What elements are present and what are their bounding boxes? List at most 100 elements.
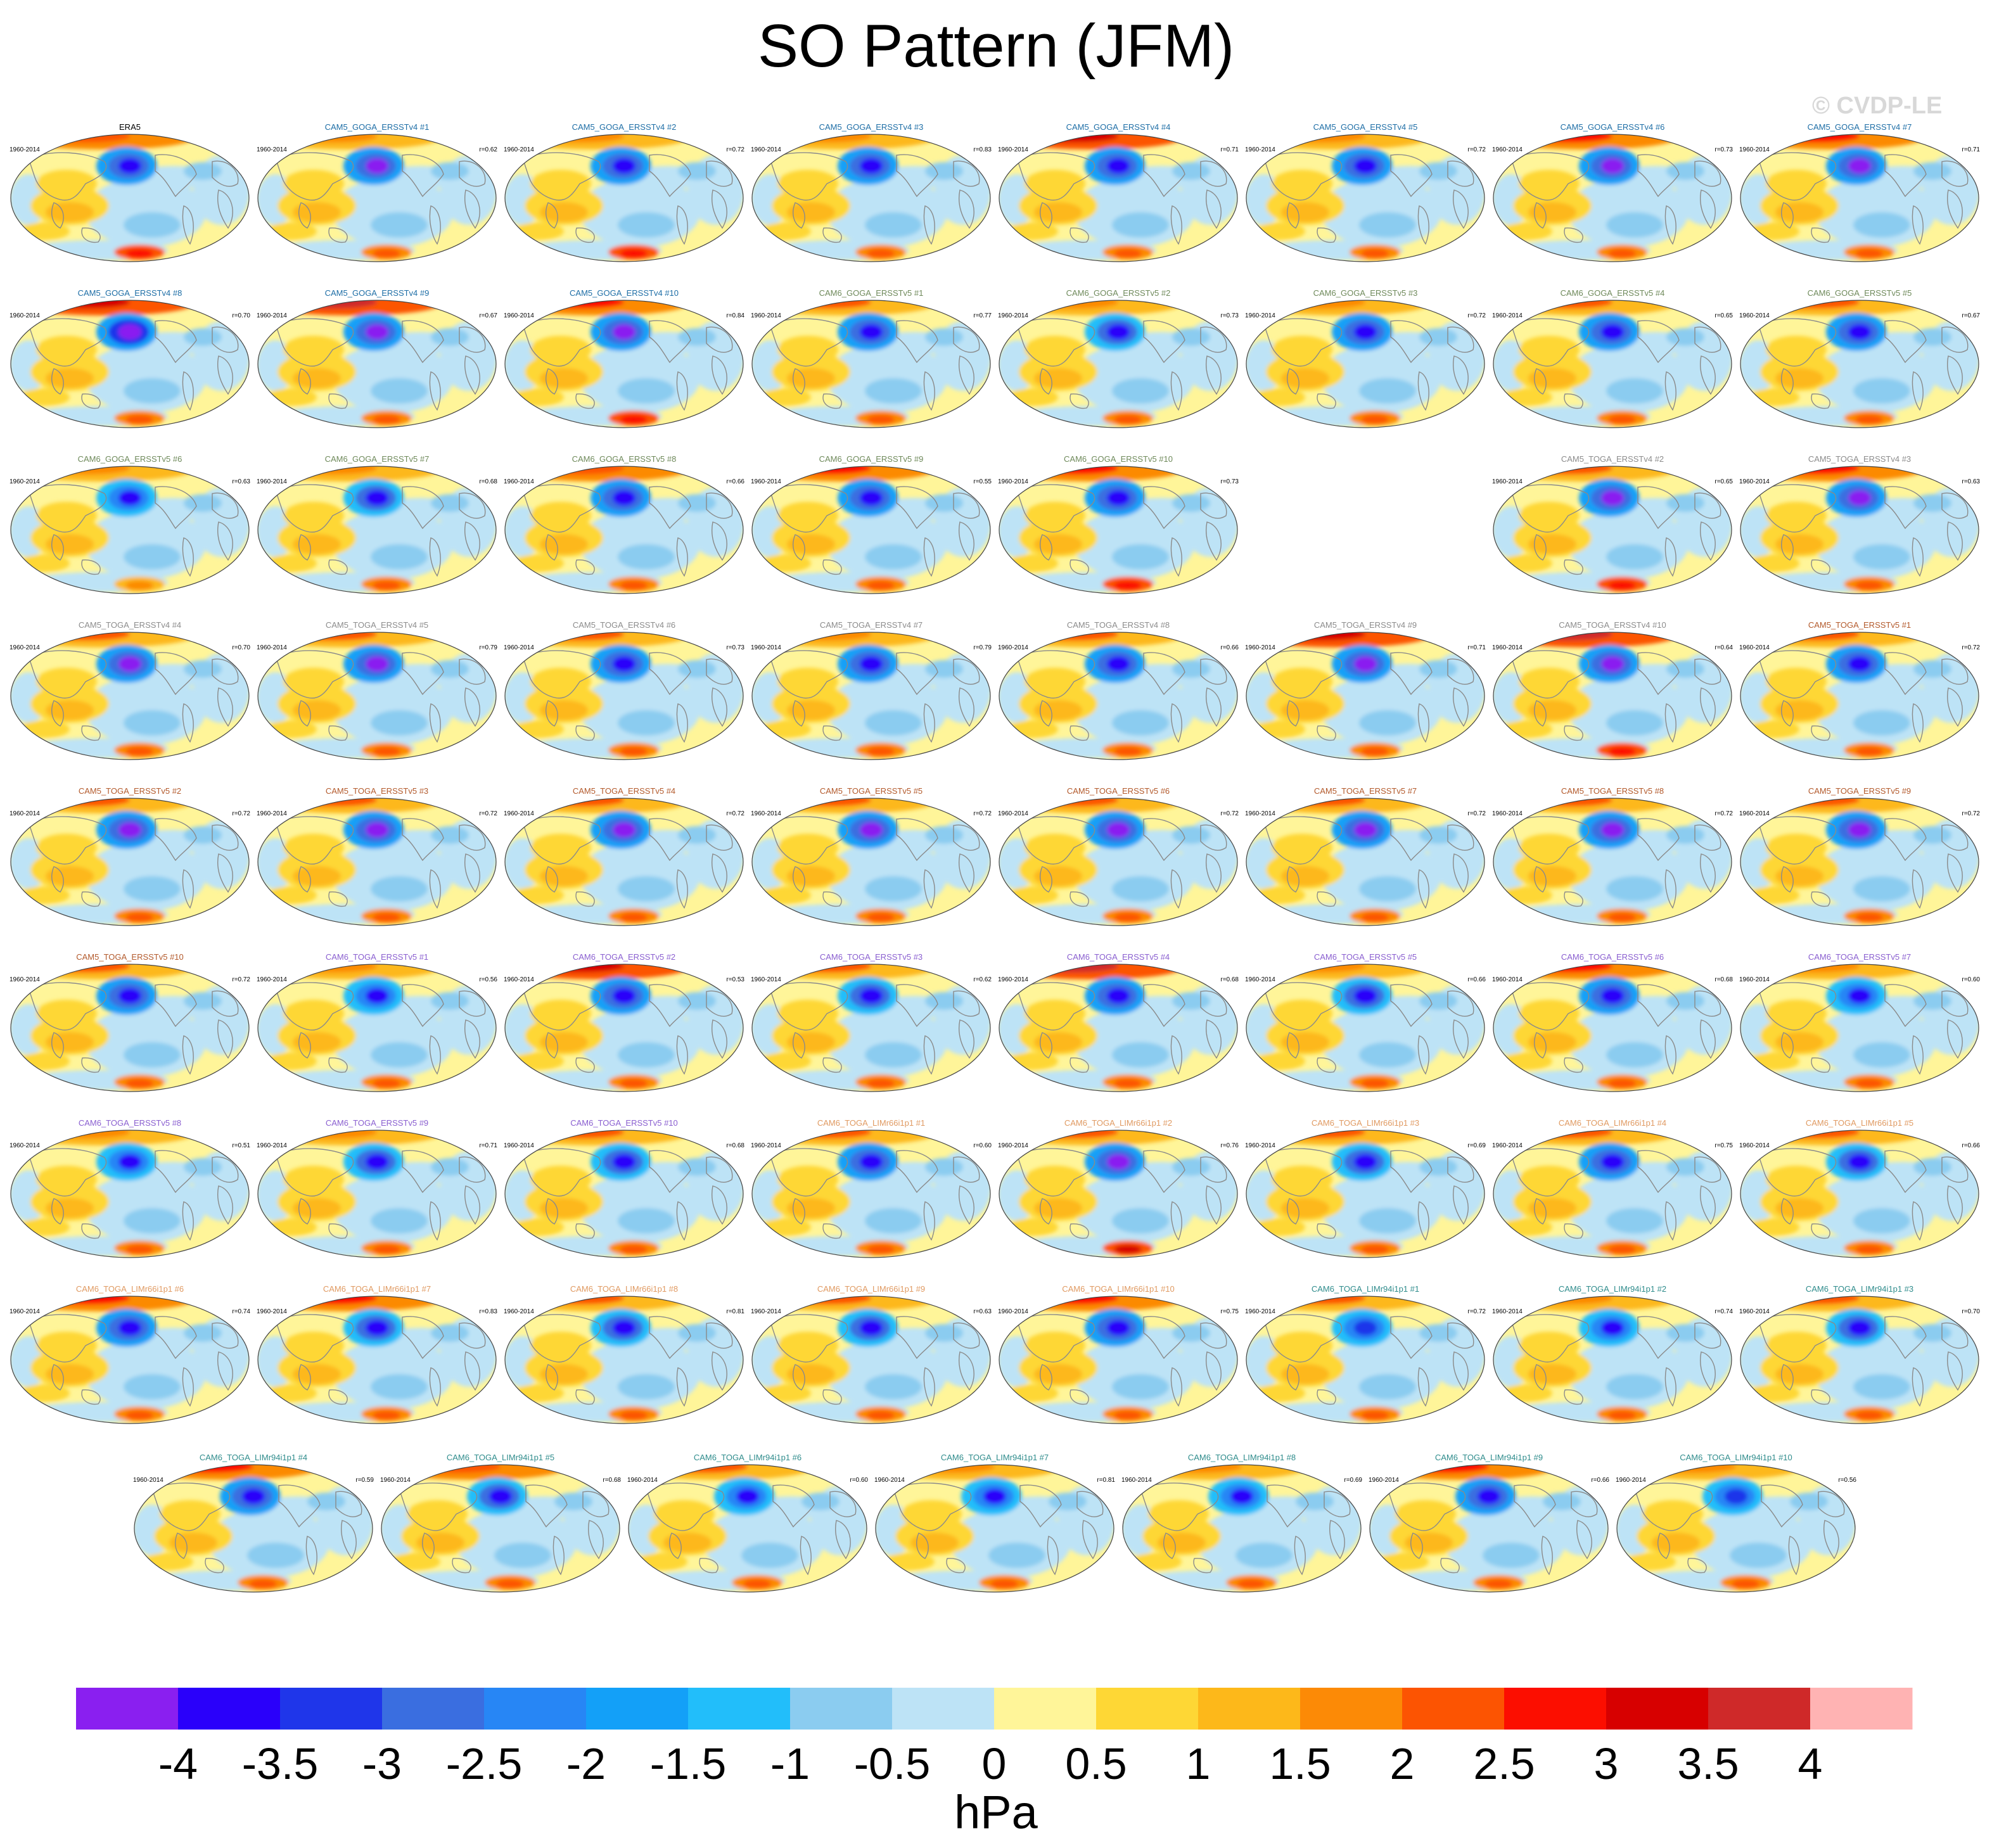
panel-title: CAM6_GOGA_ERSSTv5 #4 (1561, 288, 1665, 298)
panel-title: CAM6_TOGA_ERSSTv5 #3 (820, 952, 923, 962)
map-panel: CAM6_GOGA_ERSSTv5 #1 1960-2014 r=0.77 (751, 288, 992, 428)
colorbar-tick-label: 2.5 (1473, 1739, 1535, 1788)
map-panel: CAM5_TOGA_ERSSTv4 #4 1960-2014 r=0.70 (10, 620, 250, 760)
panel-period: 1960-2014 (1492, 1308, 1523, 1315)
colorbar-tick-label: -1 (770, 1739, 810, 1788)
panel-period: 1960-2014 (751, 644, 781, 651)
map-panel: CAM5_TOGA_ERSSTv4 #8 1960-2014 r=0.66 (998, 620, 1239, 760)
panel-title: CAM6_TOGA_ERSSTv5 #7 (1808, 952, 1911, 962)
panel-period: 1960-2014 (10, 644, 40, 651)
panel-title: CAM6_TOGA_LIMr94i1p1 #9 (1435, 1453, 1543, 1462)
panel-period: 1960-2014 (751, 146, 781, 153)
panel-correlation: r=0.72 (1467, 810, 1486, 817)
colorbar-swatch (280, 1688, 383, 1730)
panel-period: 1960-2014 (504, 1308, 534, 1315)
panel-correlation: r=0.62 (479, 146, 497, 153)
colorbar-swatch (586, 1688, 689, 1730)
panel-correlation: r=0.68 (1220, 976, 1239, 983)
panel-title: CAM6_TOGA_LIMr94i1p1 #6 (694, 1453, 801, 1462)
panel-title: CAM6_TOGA_LIMr66i1p1 #4 (1559, 1118, 1666, 1128)
map-panel: CAM5_TOGA_ERSSTv5 #1 1960-2014 r=0.72 (1739, 620, 1980, 760)
map-panel: CAM5_TOGA_ERSSTv5 #6 1960-2014 r=0.72 (998, 786, 1239, 926)
map-panel: CAM6_TOGA_ERSSTv5 #1 1960-2014 r=0.56 (257, 952, 497, 1092)
panel-period: 1960-2014 (751, 478, 781, 485)
panel-correlation: r=0.71 (1467, 644, 1486, 651)
panel-title: CAM6_TOGA_LIMr94i1p1 #5 (447, 1453, 554, 1462)
panel-period: 1960-2014 (10, 976, 40, 983)
panel-correlation: r=0.66 (1220, 644, 1239, 651)
panel-period: 1960-2014 (1739, 976, 1770, 983)
panel-title: CAM6_TOGA_ERSSTv5 #9 (326, 1118, 428, 1128)
map-panel: CAM6_TOGA_ERSSTv5 #3 1960-2014 r=0.62 (751, 952, 992, 1092)
map-panel: CAM6_GOGA_ERSSTv5 #9 1960-2014 r=0.55 (751, 454, 992, 594)
panel-title: CAM6_GOGA_ERSSTv5 #9 (819, 454, 924, 464)
panel-title: CAM6_TOGA_LIMr66i1p1 #8 (570, 1284, 678, 1294)
panel-title: CAM6_TOGA_LIMr94i1p1 #1 (1312, 1284, 1419, 1294)
panel-correlation: r=0.53 (726, 976, 744, 983)
panel-correlation: r=0.71 (1962, 146, 1980, 153)
panel-correlation: r=0.72 (1467, 312, 1486, 319)
map-panel: CAM6_TOGA_LIMr66i1p1 #6 1960-2014 r=0.74 (10, 1284, 250, 1424)
panel-correlation: r=0.68 (479, 478, 497, 485)
panel-title: CAM5_GOGA_ERSSTv4 #9 (325, 288, 430, 298)
panel-period: 1960-2014 (998, 644, 1028, 651)
panel-title: CAM5_TOGA_ERSSTv5 #10 (76, 952, 184, 962)
panel-title: CAM5_TOGA_ERSSTv5 #2 (79, 786, 181, 796)
panel-title: CAM5_TOGA_ERSSTv4 #7 (820, 620, 923, 630)
panel-correlation: r=0.69 (1344, 1477, 1362, 1484)
panel-title: CAM5_TOGA_ERSSTv5 #4 (573, 786, 675, 796)
panel-correlation: r=0.83 (479, 1308, 497, 1315)
panel-period: 1960-2014 (1245, 1142, 1275, 1149)
map-panel: CAM6_GOGA_ERSSTv5 #3 1960-2014 r=0.72 (1245, 288, 1486, 428)
colorbar-tick-label: 4 (1798, 1739, 1823, 1788)
colorbar-tick-label: 0.5 (1065, 1739, 1127, 1788)
panel-correlation: r=0.73 (1220, 312, 1239, 319)
colorbar-swatch (1198, 1688, 1301, 1730)
map-panel: CAM6_TOGA_LIMr94i1p1 #5 1960-2014 r=0.68 (380, 1453, 621, 1593)
panel-title: CAM6_TOGA_ERSSTv5 #2 (573, 952, 675, 962)
map-panel: CAM6_TOGA_LIMr94i1p1 #3 1960-2014 r=0.70 (1739, 1284, 1980, 1424)
colorbar-swatch (1810, 1688, 1913, 1730)
panel-title: CAM5_TOGA_ERSSTv5 #6 (1067, 786, 1170, 796)
panel-title: CAM5_GOGA_ERSSTv4 #7 (1808, 122, 1912, 132)
map-panel: CAM6_TOGA_ERSSTv5 #8 1960-2014 r=0.51 (10, 1118, 250, 1258)
panel-period: 1960-2014 (10, 146, 40, 153)
panel-period: 1960-2014 (257, 146, 287, 153)
map-panel: CAM5_TOGA_ERSSTv4 #7 1960-2014 r=0.79 (751, 620, 992, 760)
panel-correlation: r=0.66 (1962, 1142, 1980, 1149)
colorbar-swatch (688, 1688, 791, 1730)
panel-title: CAM6_TOGA_ERSSTv5 #8 (79, 1118, 181, 1128)
map-panel: CAM6_TOGA_LIMr66i1p1 #8 1960-2014 r=0.81 (504, 1284, 744, 1424)
panel-correlation: r=0.76 (1220, 1142, 1239, 1149)
panel-period: 1960-2014 (751, 312, 781, 319)
panel-title: CAM6_TOGA_LIMr94i1p1 #4 (200, 1453, 307, 1462)
panel-title: CAM6_GOGA_ERSSTv5 #3 (1313, 288, 1418, 298)
panel-correlation: r=0.79 (973, 644, 992, 651)
panel-correlation: r=0.72 (726, 810, 744, 817)
colorbar-tick-label: -3 (362, 1739, 402, 1788)
panel-correlation: r=0.55 (973, 478, 992, 485)
map-panel: CAM5_GOGA_ERSSTv4 #8 1960-2014 r=0.70 (10, 288, 250, 428)
panel-period: 1960-2014 (1492, 644, 1523, 651)
map-panel: CAM5_TOGA_ERSSTv5 #4 1960-2014 r=0.72 (504, 786, 744, 926)
panel-period: 1960-2014 (998, 478, 1028, 485)
panel-correlation: r=0.73 (726, 644, 744, 651)
colorbar-tick-label: 1.5 (1269, 1739, 1331, 1788)
panel-title: CAM5_GOGA_ERSSTv4 #2 (572, 122, 677, 132)
map-panel: CAM5_TOGA_ERSSTv5 #9 1960-2014 r=0.72 (1739, 786, 1980, 926)
panel-title: CAM6_TOGA_LIMr66i1p1 #5 (1806, 1118, 1913, 1128)
panel-correlation: r=0.60 (1962, 976, 1980, 983)
panel-correlation: r=0.81 (726, 1308, 744, 1315)
map-panel: CAM6_GOGA_ERSSTv5 #6 1960-2014 r=0.63 (10, 454, 250, 594)
map-panel: CAM6_TOGA_LIMr94i1p1 #8 1960-2014 r=0.69 (1121, 1453, 1362, 1593)
panel-period: 1960-2014 (1369, 1477, 1399, 1484)
panel-period: 1960-2014 (998, 810, 1028, 817)
panel-correlation: r=0.56 (1838, 1477, 1856, 1484)
map-panel: CAM6_GOGA_ERSSTv5 #10 1960-2014 r=0.73 (998, 454, 1239, 594)
map-panel: CAM6_TOGA_LIMr94i1p1 #7 1960-2014 r=0.81 (874, 1453, 1115, 1593)
colorbar-swatch (1096, 1688, 1199, 1730)
panel-title: CAM6_TOGA_ERSSTv5 #6 (1561, 952, 1664, 962)
panel-period: 1960-2014 (257, 1142, 287, 1149)
panel-correlation: r=0.68 (726, 1142, 744, 1149)
panel-period: 1960-2014 (1492, 146, 1523, 153)
